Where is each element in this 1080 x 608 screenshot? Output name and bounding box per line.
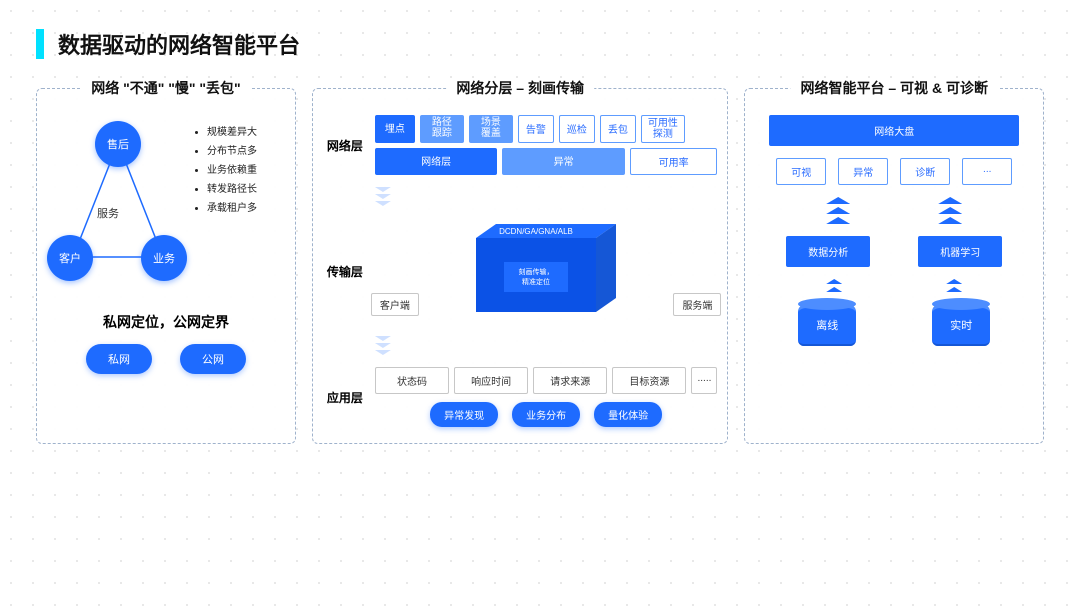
chip: 诊断 (900, 158, 950, 185)
app-row2: 异常发现 业务分布 量化体验 (375, 402, 718, 427)
cylinder-offline: 离线 (798, 304, 856, 346)
chip: 可视 (776, 158, 826, 185)
node-business: 业务 (141, 235, 187, 281)
chevron-up-icon (938, 197, 962, 224)
chip-analysis: 数据分析 (786, 236, 870, 267)
panel-layers: 网络分层 – 刻画传输 网络层 埋点 路径 跟踪 场景 覆盖 告警 巡检 丢包 … (312, 88, 729, 444)
chip: ... (962, 158, 1012, 185)
node-aftersales: 售后 (95, 121, 141, 167)
chip: 响应时间 (454, 367, 528, 394)
chevron-up-icon (826, 279, 842, 292)
tag-client: 客户端 (371, 293, 419, 316)
chip: 可用性 探测 (641, 115, 685, 143)
bullet-item: 规模差异大 (207, 123, 257, 142)
cube-title: DCDN/GA/GNA/ALB (499, 227, 573, 236)
title-accent-bar (36, 29, 44, 59)
analysis-row: 数据分析 机器学习 (786, 236, 1002, 267)
slide-title: 数据驱动的网络智能平台 (58, 28, 300, 60)
chip: ..... (691, 367, 717, 394)
pill: 异常发现 (430, 402, 498, 427)
pill-public: 公网 (180, 344, 246, 374)
cyl-label: 离线 (816, 317, 838, 333)
pill: 业务分布 (512, 402, 580, 427)
storage-row: 离线 实时 (798, 304, 990, 346)
label-app-layer: 应用层 (323, 389, 367, 406)
panel-problems-title: 网络 "不通" "慢" "丢包" (81, 78, 251, 98)
bullet-item: 业务依赖重 (207, 161, 257, 180)
label-transport-layer: 传输层 (323, 263, 367, 280)
chevron-down-icon (375, 183, 391, 210)
chip: 路径 跟踪 (420, 115, 464, 143)
bullet-item: 分布节点多 (207, 142, 257, 161)
network-scope-pills: 私网 公网 (47, 344, 285, 374)
chip: 目标资源 (612, 367, 686, 394)
left-subhead: 私网定位，公网定界 (47, 312, 285, 332)
node-service: 服务 (97, 205, 119, 221)
bullet-item: 承载租户多 (207, 199, 257, 218)
arrows-up (826, 197, 962, 224)
chip: 可用率 (630, 148, 718, 175)
chevron-down-icon (375, 332, 391, 359)
svg-text:精准定位: 精准定位 (522, 277, 550, 286)
chip: 异常 (838, 158, 888, 185)
chip-ml: 机器学习 (918, 236, 1002, 267)
panel-platform-title: 网络智能平台 – 可视 & 可诊断 (790, 78, 997, 98)
platform-tags: 可视 异常 诊断 ... (776, 158, 1012, 185)
slide-title-row: 数据驱动的网络智能平台 (36, 28, 1044, 60)
chip: 巡检 (559, 115, 595, 143)
node-customer: 客户 (47, 235, 93, 281)
chevron-up-icon (826, 197, 850, 224)
pill: 量化体验 (594, 402, 662, 427)
triangle-diagram: 售后 客户 业务 服务 规模差异大 分布节点多 业务依赖重 转发路径长 承载租户… (47, 117, 285, 292)
bullet-item: 转发路径长 (207, 180, 257, 199)
transport-cube: DCDN/GA/GNA/ALB 刻画传输， 精准定位 客户端 服务端 (375, 218, 718, 324)
chip: 埋点 (375, 115, 415, 143)
chip: 丢包 (600, 115, 636, 143)
chip: 状态码 (375, 367, 449, 394)
pill-private: 私网 (86, 344, 152, 374)
app-row1: 状态码 响应时间 请求来源 目标资源 ..... (375, 367, 718, 394)
svg-text:刻画传输，: 刻画传输， (519, 267, 554, 276)
arrows-up-small (826, 279, 962, 292)
tag-server: 服务端 (673, 293, 721, 316)
label-network-layer: 网络层 (323, 137, 367, 154)
panel-platform: 网络智能平台 – 可视 & 可诊断 网络大盘 可视 异常 诊断 ... 数据分析… (744, 88, 1044, 444)
panel-layers-title: 网络分层 – 刻画传输 (446, 78, 594, 98)
bar-dashboard: 网络大盘 (769, 115, 1019, 146)
panel-problems: 网络 "不通" "慢" "丢包" 售后 客户 业务 服务 规模差异大 分布节点多… (36, 88, 296, 444)
network-row1: 埋点 路径 跟踪 场景 覆盖 告警 巡检 丢包 可用性 探测 (375, 115, 718, 143)
chip: 场景 覆盖 (469, 115, 513, 143)
cylinder-realtime: 实时 (932, 304, 990, 346)
chip: 异常 (502, 148, 625, 175)
chip: 请求来源 (533, 367, 607, 394)
problem-bullets: 规模差异大 分布节点多 业务依赖重 转发路径长 承载租户多 (195, 123, 257, 218)
network-row2: 网络层 异常 可用率 (375, 148, 718, 175)
chip: 网络层 (375, 148, 498, 175)
chevron-up-icon (946, 279, 962, 292)
chip: 告警 (518, 115, 554, 143)
cyl-label: 实时 (950, 317, 972, 333)
